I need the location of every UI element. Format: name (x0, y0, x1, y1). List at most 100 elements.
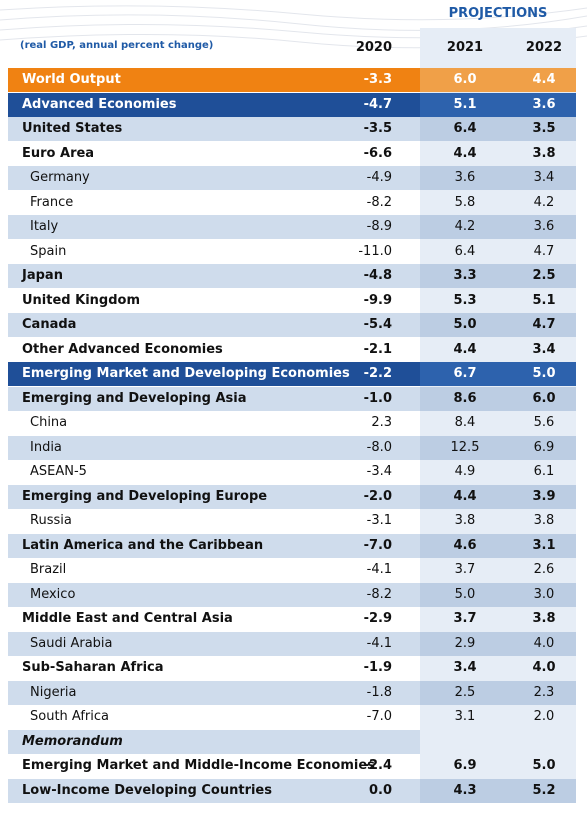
projection-cell-bg (420, 239, 576, 264)
row-label: United Kingdom (22, 292, 141, 308)
value-cell: -4.8 (363, 268, 392, 283)
projection-cell-bg (420, 533, 576, 558)
value-cell: 3.4 (532, 341, 556, 357)
value-cell: -6.6 (363, 145, 392, 161)
value-cell: 5.2 (532, 782, 556, 798)
projection-cell-bg (420, 411, 576, 435)
value-cell: -2.4 (363, 758, 392, 773)
memorandum-label: Memorandum (22, 733, 123, 749)
value-cell: 4.2 (533, 194, 555, 210)
projection-cell-bg (420, 215, 576, 239)
value-cell: -2.0 (363, 488, 392, 504)
table-row: Emerging and Developing Asia -1.0 8.6 6.0 (8, 386, 576, 411)
table-row: Canada -5.4 5.0 4.7 (8, 313, 576, 337)
row-label: ASEAN-5 (30, 464, 87, 479)
table-row: Memorandum (8, 729, 576, 754)
value-cell: 4.0 (532, 660, 556, 675)
row-label: Low-Income Developing Countries (22, 782, 272, 798)
value-cell: 0.0 (368, 782, 392, 798)
projection-cell-bg (420, 558, 576, 582)
column-header: 2020 (355, 40, 392, 55)
column-header: 2021 (446, 40, 484, 55)
projection-cell-bg (420, 607, 576, 631)
table-row: Emerging Market and Middle-Income Econom… (8, 754, 576, 778)
value-cell: 3.6 (533, 219, 555, 234)
row-label: France (30, 194, 74, 210)
projection-cell-bg (420, 582, 576, 607)
value-cell: -1.8 (366, 684, 392, 700)
projection-cell-bg (420, 166, 576, 190)
value-cell: 5.3 (453, 292, 477, 308)
table-row: United States -3.5 6.4 3.5 (8, 117, 576, 141)
value-cell: 3.6 (454, 170, 476, 185)
value-cell: 3.8 (533, 513, 555, 528)
value-cell: 5.0 (532, 366, 556, 381)
value-cell: 4.4 (453, 488, 477, 504)
table-row: Sub-Saharan Africa -1.9 3.4 4.0 (8, 656, 576, 680)
value-cell: 5.6 (533, 415, 555, 430)
table-row: Russia -3.1 3.8 3.8 (8, 509, 576, 533)
projection-cell-bg (420, 68, 576, 92)
value-cell: -3.5 (363, 121, 392, 136)
projection-cell-bg (420, 190, 576, 215)
table-row: Germany -4.9 3.6 3.4 (8, 166, 576, 190)
value-cell: -1.9 (363, 660, 392, 675)
row-label: Spain (30, 243, 67, 259)
projections-label: PROJECTIONS (448, 6, 548, 21)
value-cell: 3.4 (533, 170, 555, 185)
table-row: ASEAN-5 -3.4 4.9 6.1 (8, 460, 576, 484)
table-row: United Kingdom -9.9 5.3 5.1 (8, 288, 576, 313)
value-cell: -8.0 (366, 439, 392, 455)
table-row: France -8.2 5.8 4.2 (8, 190, 576, 215)
value-cell: 5.1 (532, 292, 556, 308)
projection-cell-bg (420, 288, 576, 313)
projection-cell-bg (420, 680, 576, 705)
table-row: Emerging and Developing Europe -2.0 4.4 3.9 (8, 484, 576, 509)
row-label: Emerging and Developing Asia (22, 390, 247, 406)
value-cell: 3.5 (532, 121, 556, 136)
table-row: Middle East and Central Asia -2.9 3.7 3.8 (8, 607, 576, 631)
value-cell: 4.7 (533, 243, 555, 259)
projection-cell-bg (420, 264, 576, 288)
row-label: China (30, 415, 68, 430)
value-cell: 3.1 (532, 537, 556, 553)
table-row: Saudi Arabia -4.1 2.9 4.0 (8, 631, 576, 656)
row-label: United States (22, 121, 123, 136)
value-cell: -4.1 (366, 635, 392, 651)
projection-cell-bg (420, 509, 576, 533)
value-cell: -2.2 (363, 366, 392, 381)
value-cell: 3.8 (454, 513, 476, 528)
value-cell: -3.4 (366, 464, 392, 479)
table-row: South Africa -7.0 3.1 2.0 (8, 705, 576, 729)
projection-cell-bg (420, 484, 576, 509)
projection-cell-bg (420, 435, 576, 460)
value-cell: 3.4 (453, 660, 477, 675)
value-cell: 3.1 (454, 709, 476, 724)
row-label: South Africa (30, 709, 109, 724)
row-label: Euro Area (22, 145, 95, 161)
value-cell: 2.3 (371, 415, 392, 430)
table-row: Italy -8.9 4.2 3.6 (8, 215, 576, 239)
row-label: Italy (30, 219, 59, 234)
table-row: Spain -11.0 6.4 4.7 (8, 239, 576, 264)
table-row: Emerging Market and Developing Economies… (8, 362, 576, 386)
table-row: World Output -3.3 6.0 4.4 (8, 68, 576, 92)
table-row: Japan -4.8 3.3 2.5 (8, 264, 576, 288)
projection-cell-bg (420, 754, 576, 778)
value-cell: 3.9 (532, 488, 556, 504)
value-cell: 12.5 (450, 439, 480, 455)
value-cell: 4.7 (532, 317, 556, 332)
value-cell: 5.8 (454, 194, 476, 210)
table-row: Advanced Economies -4.7 5.1 3.6 (8, 92, 576, 117)
row-label: Russia (30, 513, 72, 528)
value-cell: 4.2 (454, 219, 476, 234)
row-label: Sub-Saharan Africa (22, 660, 164, 675)
value-cell: 4.6 (453, 537, 477, 553)
row-label: Latin America and the Caribbean (22, 537, 264, 553)
projection-cell-bg (420, 362, 576, 386)
value-cell: 5.0 (453, 317, 477, 332)
value-cell: 4.4 (453, 145, 477, 161)
value-cell: -4.7 (363, 96, 392, 112)
value-cell: -4.1 (366, 562, 392, 577)
value-cell: -3.3 (363, 72, 392, 87)
